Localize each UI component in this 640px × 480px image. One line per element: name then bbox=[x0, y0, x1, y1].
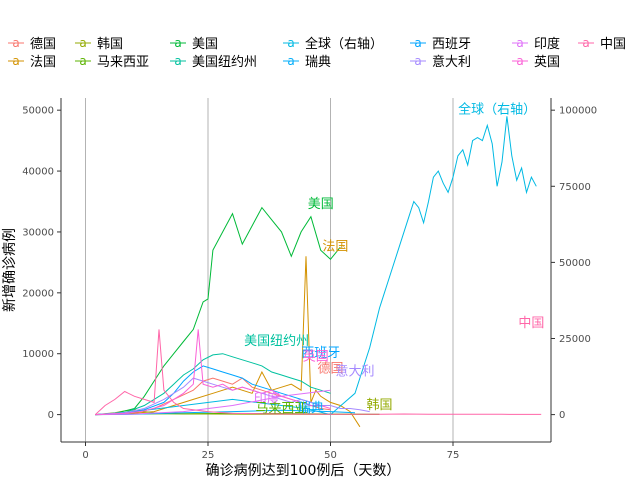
series-label-6: 英国 bbox=[303, 349, 329, 364]
legend-label: 瑞典 bbox=[305, 55, 331, 70]
series-label-3: 中国 bbox=[518, 316, 544, 331]
y2-tick-label: 50000 bbox=[559, 258, 591, 269]
legend-label: 美国 bbox=[192, 37, 218, 52]
x-tick-label: 50 bbox=[324, 450, 337, 461]
legend-item-10: a 印度 bbox=[512, 36, 560, 52]
legend-key-glyph: a bbox=[174, 36, 181, 50]
legend-item-8: a 西班牙 bbox=[410, 36, 471, 52]
series-line-4 bbox=[95, 206, 341, 416]
legend-item-7: a 瑞典 bbox=[283, 54, 331, 70]
grid bbox=[85, 98, 454, 442]
y-axis-title: 新增确诊病例 bbox=[2, 228, 18, 312]
legend-label: 韩国 bbox=[97, 37, 123, 52]
y-tick-label: 0 bbox=[48, 410, 54, 421]
legend-item-3: a 马来西亚 bbox=[75, 54, 149, 70]
y-tick-label: 10000 bbox=[22, 349, 54, 360]
series-label-12: 瑞典 bbox=[298, 401, 324, 416]
legend-label: 美国纽约州 bbox=[192, 55, 257, 70]
legend-label: 印度 bbox=[534, 36, 560, 52]
y-tick-label: 30000 bbox=[22, 227, 54, 238]
series-line-10 bbox=[95, 389, 331, 416]
plot-lines bbox=[94, 116, 542, 428]
series-label-2: 法国 bbox=[322, 240, 348, 255]
series-line-11 bbox=[95, 329, 331, 416]
legend-label: 意大利 bbox=[432, 54, 471, 70]
legend-item-6: a 全球（右轴） bbox=[283, 36, 383, 52]
series-label-11: 马来西亚 bbox=[255, 402, 307, 417]
legend-key-glyph: a bbox=[174, 54, 181, 68]
legend-label: 德国 bbox=[30, 37, 56, 52]
series-label-5: 西班牙 bbox=[301, 346, 340, 361]
series-line-1 bbox=[95, 256, 361, 428]
axes: 0 25 50 75 0 10000 20000 30000 40000 50000 0 25000 5… bbox=[22, 98, 597, 461]
y-tick-label: 40000 bbox=[22, 167, 54, 178]
legend-item-9: a 意大利 bbox=[410, 54, 471, 70]
series-line-12 bbox=[94, 329, 542, 415]
y2-tick-label: 100000 bbox=[559, 106, 597, 117]
legend-label: 全球（右轴） bbox=[305, 36, 383, 52]
series-line-5 bbox=[95, 353, 331, 416]
legend-item-4: a 美国 bbox=[170, 36, 218, 52]
x-axis-title: 确诊病例达到100例后（天数） bbox=[206, 463, 401, 479]
series-label-8: 意大利 bbox=[335, 363, 374, 379]
legend-key-glyph: a bbox=[287, 54, 294, 68]
series-label-4: 美国纽约州 bbox=[244, 334, 309, 349]
series-label-1: 美国 bbox=[308, 197, 334, 212]
legend-key-glyph: a bbox=[516, 54, 523, 68]
legend-item-1: a 法国 bbox=[8, 54, 56, 70]
legend-label: 英国 bbox=[534, 55, 560, 70]
legend-key-glyph: a bbox=[414, 54, 421, 68]
y2-tick-label: 75000 bbox=[559, 182, 591, 193]
x-tick-label: 25 bbox=[202, 450, 215, 461]
y2-tick-label: 0 bbox=[559, 410, 565, 421]
x-tick-label: 0 bbox=[82, 450, 88, 461]
legend-label: 中国 bbox=[600, 37, 626, 52]
legend-key-glyph: a bbox=[287, 36, 294, 50]
legend-item-0: a 德国 bbox=[8, 36, 56, 52]
legend-key-glyph: a bbox=[79, 54, 86, 68]
y-tick-label: 50000 bbox=[22, 106, 54, 117]
legend-item-12: a 中国 bbox=[578, 36, 626, 52]
y2-tick-label: 25000 bbox=[559, 334, 591, 345]
legend-key-glyph: a bbox=[12, 36, 19, 50]
legend-label: 法国 bbox=[30, 55, 56, 70]
x-tick-label: 75 bbox=[447, 450, 460, 461]
series-label-9: 印度 bbox=[254, 391, 280, 407]
legend-item-11: a 英国 bbox=[512, 54, 560, 70]
legend-key-glyph: a bbox=[516, 36, 523, 50]
legend: a 德国 a 法国 a 韩国 a 马来西亚 a 美国 a 美国纽约州 a 全球（右轴） a 瑞典 a 西班牙 a 意大… bbox=[8, 36, 626, 70]
legend-item-2: a 韩国 bbox=[75, 36, 123, 52]
legend-label: 马来西亚 bbox=[97, 55, 149, 70]
legend-item-5: a 美国纽约州 bbox=[170, 54, 257, 70]
series-label-0: 全球（右轴） bbox=[458, 102, 536, 118]
legend-key-glyph: a bbox=[414, 36, 421, 50]
legend-label: 西班牙 bbox=[432, 37, 471, 52]
series-label-10: 韩国 bbox=[366, 398, 392, 413]
legend-key-glyph: a bbox=[12, 54, 19, 68]
series-label-7: 德国 bbox=[317, 361, 343, 376]
legend-key-glyph: a bbox=[79, 36, 86, 50]
legend-key-glyph: a bbox=[582, 36, 589, 50]
y-tick-label: 20000 bbox=[22, 288, 54, 299]
